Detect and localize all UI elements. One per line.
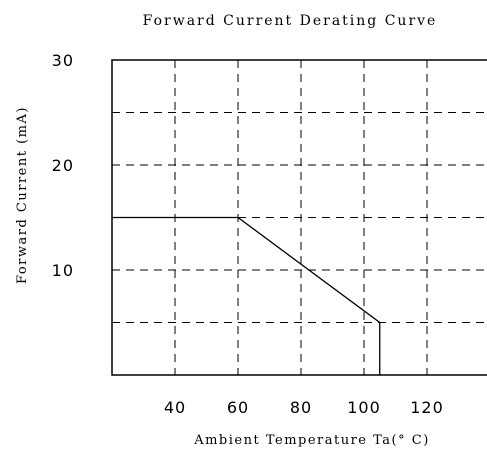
- y-axis-label: Forward Current (mA): [15, 106, 30, 284]
- x-tick-label: 40: [164, 398, 186, 417]
- x-tick-labels: 40 60 80 100 120: [164, 398, 444, 417]
- y-tick-labels: 10 20 30: [52, 51, 74, 280]
- x-tick-label: 120: [410, 398, 444, 417]
- series-group: [112, 216, 381, 375]
- y-tick-label: 10: [52, 261, 74, 280]
- derating-line: [112, 216, 381, 375]
- y-tick-label: 30: [52, 51, 74, 70]
- x-tick-label: 80: [290, 398, 312, 417]
- x-tick-label: 100: [347, 398, 381, 417]
- chart-title: Forward Current Derating Curve: [143, 13, 438, 29]
- y-tick-label: 20: [52, 156, 74, 175]
- x-tick-label: 60: [227, 398, 249, 417]
- x-axis-label: Ambient Temperature Ta(° C): [193, 433, 430, 448]
